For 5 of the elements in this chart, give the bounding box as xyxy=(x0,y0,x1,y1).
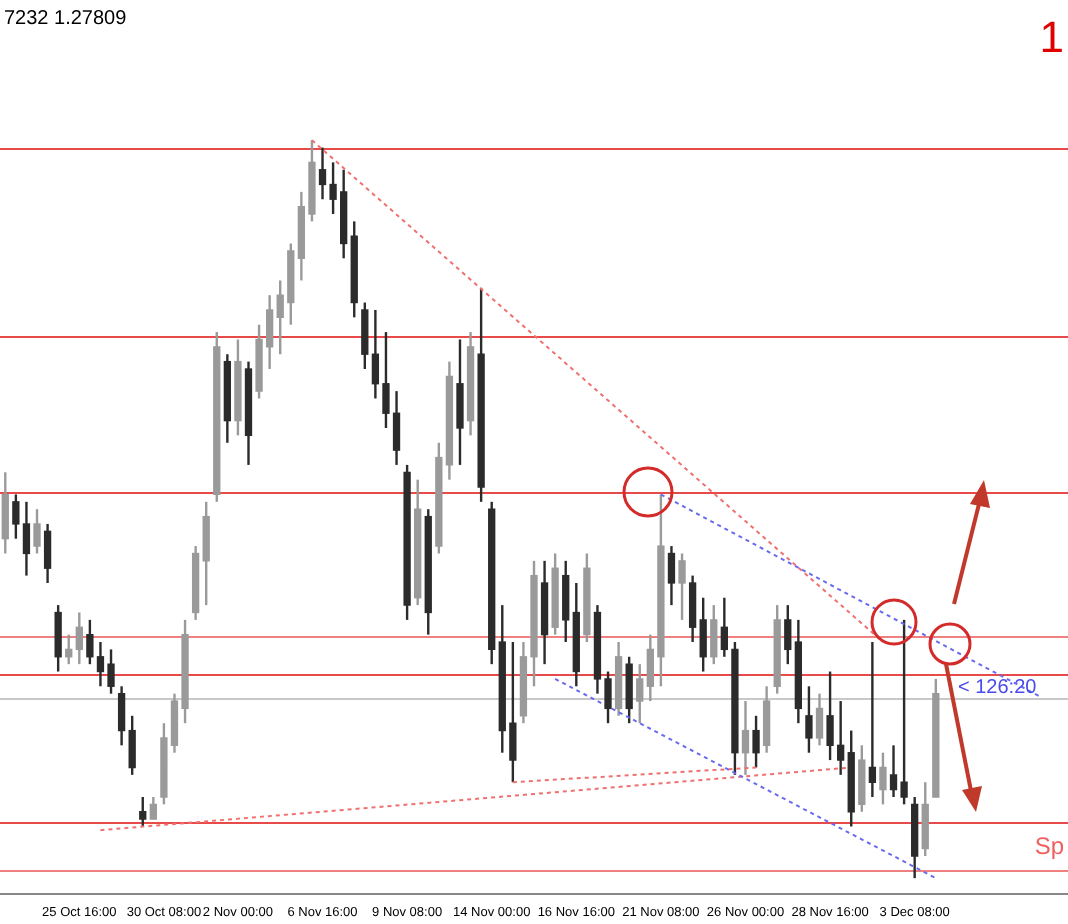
text: 7232 1.27809 xyxy=(4,8,128,30)
annotation: < 126:20 xyxy=(958,676,1038,699)
text: 1 xyxy=(1039,12,1064,62)
annotation: Sp xyxy=(1034,832,1065,860)
candlestick xyxy=(868,642,877,797)
